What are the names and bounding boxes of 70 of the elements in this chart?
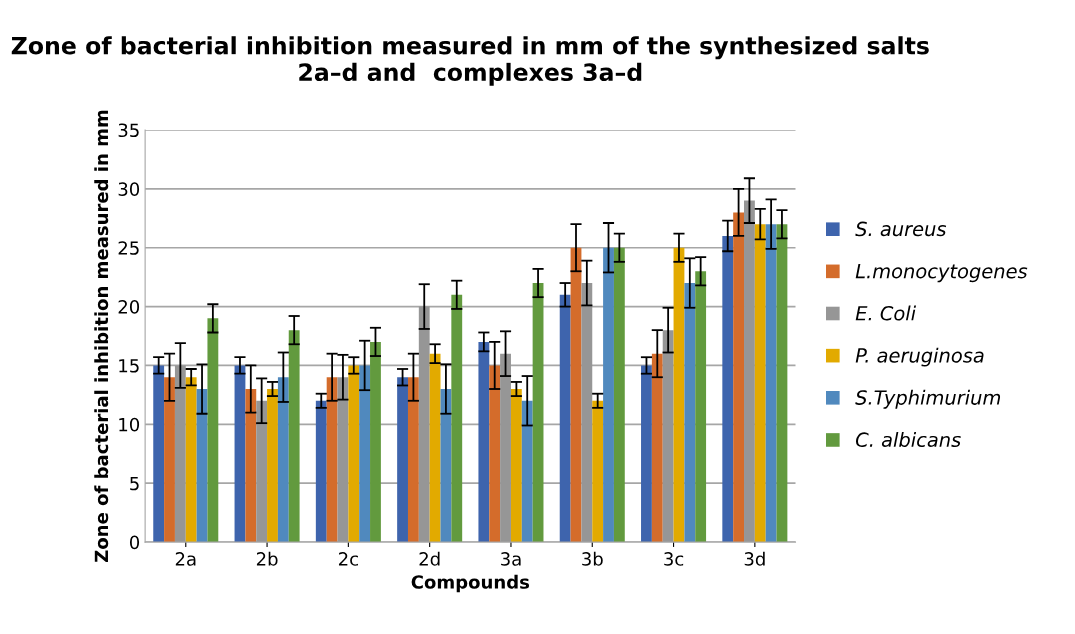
x-tick-label: 2b <box>256 551 278 566</box>
bar <box>234 365 246 543</box>
x-axis-title: Compounds <box>411 574 530 593</box>
bar <box>684 283 696 543</box>
y-tick-label: 0 <box>129 535 140 550</box>
legend-label: E. Coli <box>855 305 916 321</box>
bar <box>754 224 766 543</box>
bar <box>348 365 360 543</box>
bar <box>207 318 219 543</box>
y-axis-title: Zone of bacterial inhibition measured in mm <box>94 110 109 563</box>
bar <box>174 365 186 543</box>
bar <box>510 389 522 543</box>
bar <box>662 330 674 543</box>
x-tick-label: 2a <box>175 552 196 566</box>
bar <box>370 341 381 543</box>
bar <box>397 377 408 543</box>
chart-title: Zone of bacterial inhibition measured in mm of the synthesized salts 2a–d and complexes 3a–d <box>11 36 929 86</box>
x-tick-label: 3c <box>664 552 684 566</box>
bar <box>592 400 604 543</box>
y-tick-label: 20 <box>118 300 140 314</box>
y-tick-label: 10 <box>119 417 140 432</box>
legend-label: P. aeruginosa <box>855 347 984 367</box>
bar <box>603 247 614 543</box>
bar <box>164 377 175 543</box>
bar <box>521 400 533 543</box>
bar <box>570 247 582 543</box>
bar <box>581 283 593 543</box>
bar <box>326 377 338 543</box>
legend-label: C. albicans <box>855 431 961 448</box>
y-tick-label: 35 <box>118 123 139 138</box>
y-tick-label: 15 <box>119 359 139 373</box>
bar <box>695 271 707 543</box>
bar <box>185 377 197 543</box>
bar <box>744 200 755 543</box>
bar <box>559 294 571 543</box>
bar <box>315 400 327 543</box>
y-tick-label: 25 <box>118 241 139 255</box>
bar <box>359 365 371 543</box>
legend-label: S.Typhimurium <box>855 389 1001 409</box>
bar <box>641 365 652 543</box>
bar <box>500 353 511 543</box>
bar <box>256 400 268 543</box>
bar <box>245 389 257 543</box>
bar <box>733 212 745 543</box>
bar <box>288 330 300 543</box>
bar <box>153 365 165 543</box>
x-tick-label: 3d <box>744 551 765 566</box>
bar <box>478 341 490 543</box>
bar <box>532 283 544 543</box>
y-tick-label: 30 <box>118 182 140 196</box>
bar <box>451 294 463 543</box>
bar <box>613 247 625 543</box>
x-tick-label: 2c <box>338 552 358 566</box>
bar <box>489 365 501 543</box>
bar <box>765 224 777 543</box>
x-tick-label: 2d <box>419 551 440 566</box>
x-tick-label: 3a <box>501 552 521 566</box>
bar <box>418 306 430 543</box>
bar <box>429 353 441 543</box>
bar <box>267 389 278 543</box>
y-tick-label: 5 <box>130 476 139 491</box>
legend-label: L.monocytogenes <box>855 263 1028 283</box>
x-tick-label: 3b <box>582 551 603 566</box>
bar <box>651 353 663 543</box>
legend-label: S. aureus <box>855 221 947 237</box>
bar <box>673 247 685 543</box>
bar <box>407 377 419 543</box>
bar <box>277 377 289 543</box>
bar <box>776 224 788 543</box>
bar <box>722 235 734 543</box>
